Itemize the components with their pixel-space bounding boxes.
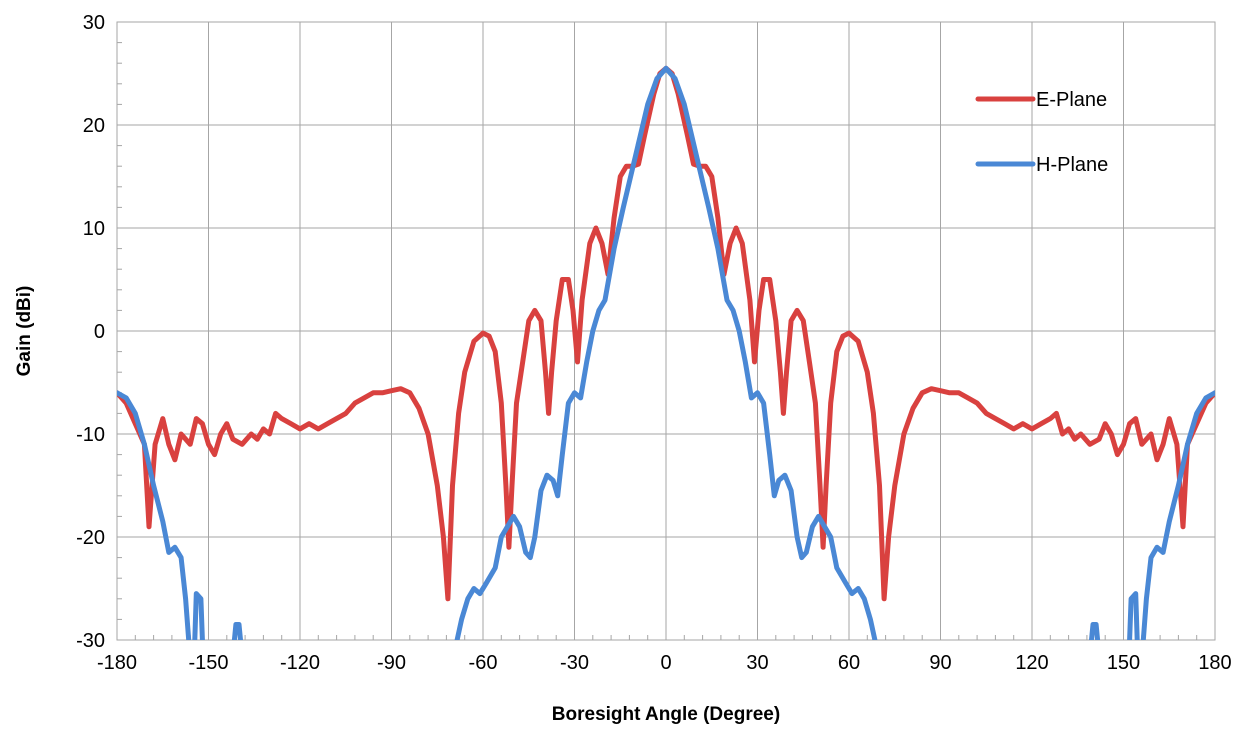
x-tick-labels: -180 -150 -120 -90 -60 -30 0 30 60 90 120 150 180 — [97, 652, 1232, 674]
h-plane-line — [1089, 622, 1101, 640]
y-tick-label: -20 — [76, 527, 105, 549]
legend: E-Plane H-Plane — [975, 89, 1108, 176]
x-tick-label: -150 — [188, 652, 228, 674]
y-tick-label: 30 — [83, 12, 105, 34]
x-tick-label: 180 — [1198, 652, 1231, 674]
e-plane-legend-label: E-Plane — [1036, 89, 1107, 111]
y-axis-title: Gain (dBi) — [14, 286, 35, 377]
y-tick-labels: -30 -20 -10 0 10 20 30 — [76, 12, 105, 652]
x-tick-label: 0 — [660, 652, 671, 674]
x-tick-label: -60 — [469, 652, 498, 674]
x-tick-label: -120 — [280, 652, 320, 674]
x-axis-title: Boresight Angle (Degree) — [552, 704, 780, 725]
x-tick-label: 150 — [1107, 652, 1140, 674]
h-plane-line — [192, 591, 205, 640]
y-tick-label: -10 — [76, 424, 105, 446]
h-plane-line — [231, 622, 243, 640]
h-plane-legend-label: H-Plane — [1036, 154, 1108, 176]
x-tick-label: 60 — [838, 652, 860, 674]
y-tick-label: 10 — [83, 218, 105, 240]
minor-ticks — [116, 21, 1216, 641]
y-tick-label: -30 — [76, 630, 105, 652]
x-tick-label: 90 — [929, 652, 951, 674]
h-plane-line — [454, 65, 878, 640]
h-plane-line — [1127, 591, 1140, 640]
y-tick-label: 20 — [83, 115, 105, 137]
series-layer — [117, 65, 1215, 640]
h-plane-line — [117, 390, 192, 640]
x-tick-label: -30 — [560, 652, 589, 674]
y-tick-label: 0 — [94, 321, 105, 343]
x-tick-label: 30 — [746, 652, 768, 674]
h-plane-line — [1140, 390, 1215, 640]
x-tick-label: 120 — [1015, 652, 1048, 674]
x-tick-label: -90 — [377, 652, 406, 674]
x-tick-label: -180 — [97, 652, 137, 674]
